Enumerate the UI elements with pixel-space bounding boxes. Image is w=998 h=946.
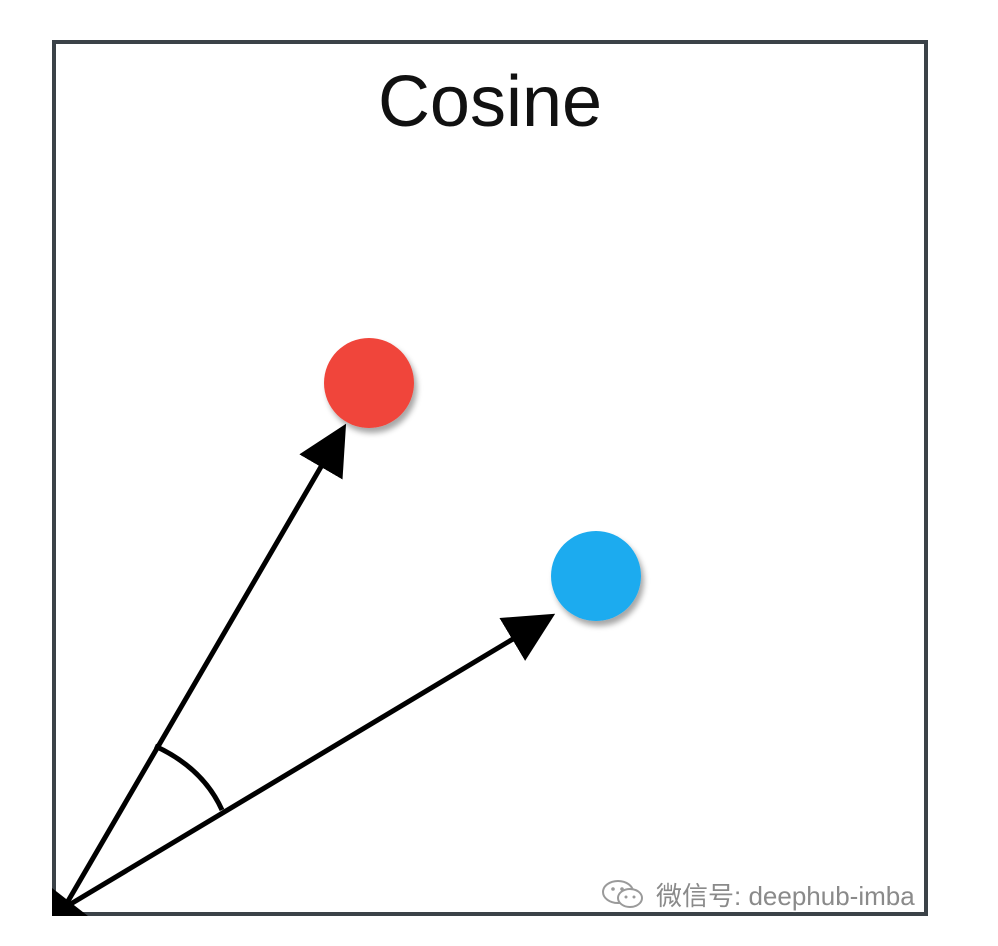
watermark-text: 微信号: deephub-imba: [656, 880, 915, 911]
diagram-frame: [52, 40, 928, 916]
red-point: [324, 338, 414, 428]
watermark: 微信号: deephub-imba: [600, 874, 915, 914]
diagram-title: Cosine: [377, 62, 603, 142]
red-vector-arrow: [61, 423, 347, 910]
origin-marker: [52, 888, 88, 916]
wechat-icon: [602, 880, 643, 908]
blue-vector-arrow: [62, 613, 556, 911]
angle-arc: [153, 743, 225, 812]
blue-point: [551, 531, 641, 621]
